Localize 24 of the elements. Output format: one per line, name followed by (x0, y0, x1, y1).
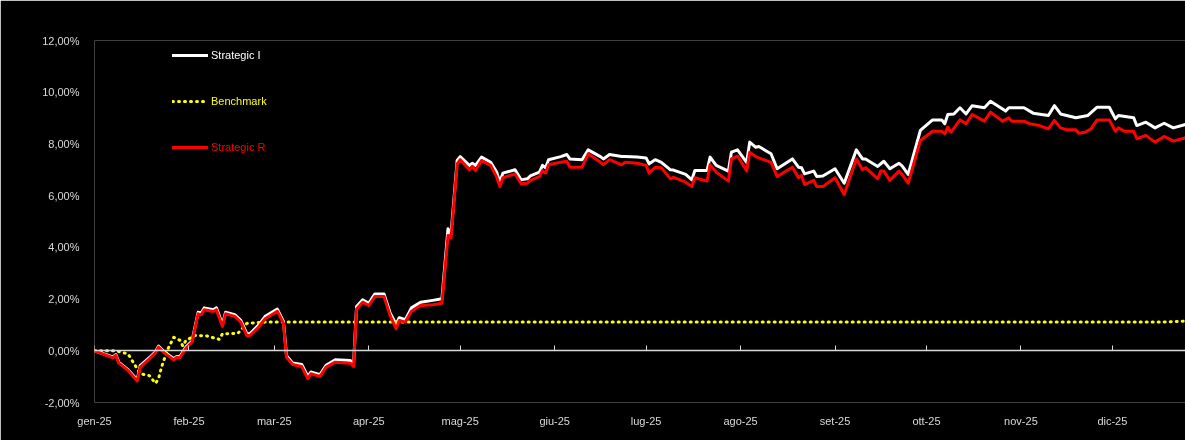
y-tick-label: 2,00% (48, 293, 80, 306)
x-tick-label: mar-25 (256, 414, 292, 427)
x-tick-label: nov-25 (1004, 414, 1038, 427)
x-tick-label: ott-25 (912, 414, 941, 427)
x-tick-label: dic-25 (1097, 414, 1128, 427)
x-tick-label: gen-25 (77, 414, 112, 427)
x-tick-label: feb-25 (173, 414, 205, 427)
y-tick-label: 8,00% (48, 137, 80, 150)
legend-label: Strategic I (211, 48, 261, 62)
x-tick-label: giu-25 (539, 414, 570, 427)
legend-label: Benchmark (211, 94, 267, 108)
y-tick-label: 12,00% (42, 34, 80, 47)
legend-label: Strategic R (211, 140, 266, 154)
x-tick-label: ago-25 (723, 414, 758, 427)
x-tick-label: mag-25 (441, 414, 479, 427)
y-tick-label: -2,00% (44, 396, 80, 409)
y-tick-label: 4,00% (48, 241, 80, 254)
line-series (94, 319, 1185, 385)
x-tick-label: set-25 (819, 414, 851, 427)
y-tick-label: 10,00% (42, 86, 80, 99)
x-tick-label: lug-25 (630, 414, 662, 427)
y-tick-label: 6,00% (48, 189, 80, 202)
x-tick-label: apr-25 (352, 414, 385, 427)
y-tick-label: 0,00% (48, 344, 80, 357)
